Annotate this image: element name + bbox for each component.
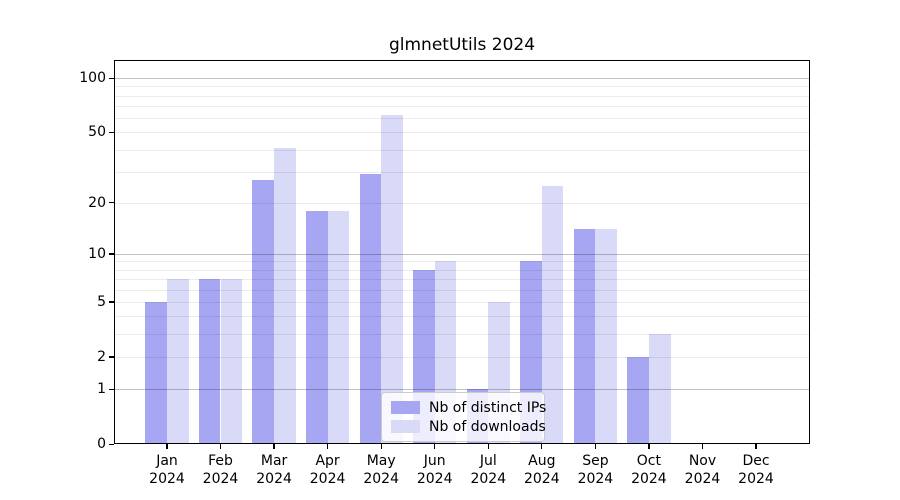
legend: Nb of distinct IPs Nb of downloads xyxy=(381,392,546,442)
bar-nb-of-downloads-mar-2024 xyxy=(274,147,296,444)
x-tick-mark xyxy=(326,444,329,449)
bar-nb-of-distinct-ips-jan-2024 xyxy=(145,301,167,444)
gridline xyxy=(114,106,810,107)
gridline xyxy=(114,78,810,79)
x-tick-label: Sep 2024 xyxy=(577,453,614,487)
y-tick-label: 100 xyxy=(79,70,106,86)
plot-area xyxy=(114,60,810,444)
x-tick-label: Oct 2024 xyxy=(631,453,667,487)
bar-nb-of-distinct-ips-feb-2024 xyxy=(198,279,221,444)
bar-nb-of-distinct-ips-mar-2024 xyxy=(252,179,275,444)
y-tick-label: 20 xyxy=(88,194,106,211)
gridline xyxy=(114,149,810,151)
gridline xyxy=(114,253,810,255)
gridline xyxy=(114,316,810,318)
y-tick-mark xyxy=(109,356,114,358)
bar-nb-of-distinct-ips-oct-2024 xyxy=(627,356,649,444)
gridline xyxy=(114,334,810,336)
gridline xyxy=(114,269,810,271)
bar-nb-of-distinct-ips-may-2024 xyxy=(359,174,382,444)
x-tick-mark xyxy=(755,444,757,449)
y-tick-label: 10 xyxy=(88,245,106,262)
x-tick-label: Nov 2024 xyxy=(684,453,721,487)
x-tick-label: Feb 2024 xyxy=(202,453,239,487)
y-tick-mark xyxy=(109,77,114,79)
x-tick-label: Jun 2024 xyxy=(416,453,453,487)
chart-title: glmnetUtils 2024 xyxy=(388,35,536,55)
bar-nb-of-distinct-ips-apr-2024 xyxy=(305,210,328,444)
bar-nb-of-downloads-aug-2024 xyxy=(541,185,564,444)
gridline xyxy=(114,118,810,119)
x-tick-mark xyxy=(219,444,222,449)
gridline xyxy=(114,301,810,303)
y-tick-mark xyxy=(109,202,114,204)
x-tick-label: Dec 2024 xyxy=(738,453,774,487)
y-tick-label: 0 xyxy=(97,436,106,452)
x-tick-mark xyxy=(380,444,382,449)
x-tick-mark xyxy=(166,444,168,449)
gridline xyxy=(114,132,810,134)
legend-label-downloads: Nb of downloads xyxy=(429,418,546,435)
x-tick-label: Jan 2024 xyxy=(149,453,185,487)
x-tick-mark xyxy=(434,444,436,449)
legend-item-downloads: Nb of downloads xyxy=(391,419,546,435)
x-tick-mark xyxy=(487,444,489,449)
bar-nb-of-distinct-ips-sep-2024 xyxy=(573,229,596,444)
x-tick-mark xyxy=(273,444,275,449)
y-tick-label: 50 xyxy=(88,124,106,141)
y-tick-mark xyxy=(109,253,114,255)
bar-nb-of-downloads-apr-2024 xyxy=(327,210,350,444)
gridline xyxy=(114,95,810,97)
x-tick-mark xyxy=(648,444,650,449)
x-tick-mark xyxy=(594,444,597,449)
gridline xyxy=(114,279,810,281)
x-tick-mark xyxy=(541,444,543,449)
bar-nb-of-downloads-oct-2024 xyxy=(648,334,671,444)
y-tick-mark xyxy=(109,443,114,445)
x-tick-label: Jul 2024 xyxy=(470,453,507,487)
legend-label-distinct-ips: Nb of distinct IPs xyxy=(429,399,547,416)
legend-swatch-downloads-icon xyxy=(391,420,420,433)
gridline xyxy=(114,356,810,358)
bar-nb-of-downloads-jan-2024 xyxy=(167,279,189,444)
y-tick-mark xyxy=(109,301,114,303)
gridline xyxy=(114,289,810,291)
x-tick-label: Aug 2024 xyxy=(523,453,560,487)
bar-nb-of-downloads-feb-2024 xyxy=(220,279,243,444)
y-tick-label: 2 xyxy=(97,348,106,365)
x-tick-label: May 2024 xyxy=(363,453,399,487)
y-tick-mark xyxy=(109,131,114,134)
gridline xyxy=(114,389,810,390)
x-tick-label: Apr 2024 xyxy=(309,453,346,487)
bar-nb-of-downloads-may-2024 xyxy=(381,115,403,444)
x-tick-mark xyxy=(701,444,704,449)
gridline xyxy=(114,86,810,88)
gridline xyxy=(114,261,810,263)
legend-item-distinct-ips: Nb of distinct IPs xyxy=(391,400,546,416)
gridline xyxy=(114,202,810,204)
bar-nb-of-downloads-sep-2024 xyxy=(595,229,618,444)
y-tick-label: 1 xyxy=(97,381,106,397)
gridline xyxy=(114,171,810,173)
x-tick-label: Mar 2024 xyxy=(256,453,292,487)
y-tick-label: 5 xyxy=(97,293,106,310)
y-tick-mark xyxy=(109,388,114,390)
legend-swatch-distinct-ips-icon xyxy=(391,401,420,414)
